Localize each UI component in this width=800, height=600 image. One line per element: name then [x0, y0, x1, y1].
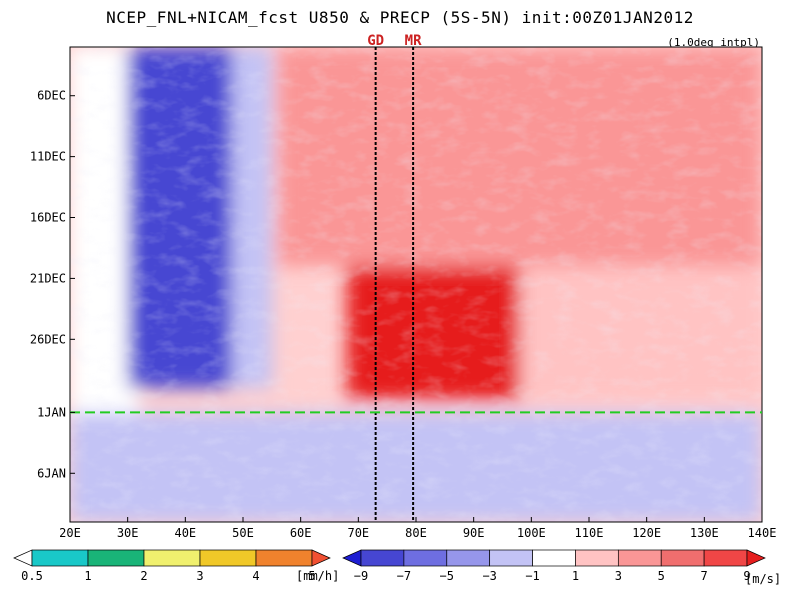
u850-colorbar-seg	[746, 549, 766, 567]
chart-title: NCEP_FNL+NICAM_fcst U850 & PRECP (5S-5N)…	[106, 8, 694, 27]
marker-label-MR: MR	[405, 33, 422, 49]
u850-colorbar-seg	[660, 549, 705, 567]
u850-colorbar-seg	[703, 549, 748, 567]
precip-colorbar-label: 2	[140, 569, 147, 583]
y-tick-label: 6JAN	[37, 466, 66, 480]
x-tick-label: 110E	[575, 526, 604, 540]
u850-colorbar-seg	[532, 549, 576, 567]
x-tick-label: 50E	[232, 526, 254, 540]
y-tick-label: 6DEC	[37, 89, 66, 103]
u850-colorbar-label: 7	[700, 569, 707, 583]
x-tick-label: 100E	[517, 526, 546, 540]
x-tick-label: 60E	[290, 526, 312, 540]
x-tick-label: 130E	[690, 526, 719, 540]
precip-colorbar-label: 5	[308, 569, 315, 583]
u850-colorbar-seg	[489, 549, 533, 567]
precip-colorbar-seg	[199, 549, 257, 567]
u850-colorbar-seg	[403, 549, 448, 567]
u850-colorbar-label: −9	[354, 569, 368, 583]
y-tick-label: 21DEC	[30, 271, 66, 285]
x-tick-label: 40E	[174, 526, 196, 540]
y-tick-label: 16DEC	[30, 211, 66, 225]
precip-colorbar-label: 0.5	[21, 569, 43, 583]
x-tick-label: 120E	[632, 526, 661, 540]
precip-colorbar-seg	[311, 549, 331, 567]
x-tick-label: 70E	[347, 526, 369, 540]
x-tick-label: 140E	[748, 526, 777, 540]
x-tick-label: 90E	[463, 526, 485, 540]
x-tick-label: 80E	[405, 526, 427, 540]
precip-colorbar-label: 1	[84, 569, 91, 583]
u850-colorbar-unit: [m/s]	[745, 572, 781, 586]
marker-label-GD: GD	[367, 33, 384, 49]
u850-colorbar-seg	[360, 549, 405, 567]
u850-colorbar-seg	[342, 549, 362, 567]
precip-colorbar-seg	[143, 549, 201, 567]
u850-colorbar-label: −3	[482, 569, 496, 583]
u850-colorbar-seg	[446, 549, 491, 567]
u850-colorbar-label: −7	[397, 569, 411, 583]
y-tick-label: 1JAN	[37, 405, 66, 419]
u850-colorbar-label: −1	[525, 569, 539, 583]
x-tick-label: 30E	[117, 526, 139, 540]
precip-colorbar-label: 3	[196, 569, 203, 583]
y-tick-label: 11DEC	[30, 150, 66, 164]
u850-colorbar: −9 −7 −5 −3 −1 1 3 5 7 9[m/s]	[342, 549, 781, 586]
u850-colorbar-seg	[575, 549, 619, 567]
precip-colorbar-seg	[31, 549, 89, 567]
precip-colorbar: 0.5 1 2 3 4 5[mm/h]	[13, 549, 339, 583]
u850-colorbar-label: −5	[440, 569, 454, 583]
u850-colorbar-label: 5	[658, 569, 665, 583]
x-tick-label: 20E	[59, 526, 81, 540]
chart-subtitle: (1.0deg intpl)	[667, 36, 760, 49]
precip-colorbar-seg	[255, 549, 313, 567]
precip-colorbar-label: 4	[252, 569, 259, 583]
u850-colorbar-label: 9	[743, 569, 750, 583]
precip-colorbar-seg	[13, 549, 33, 567]
u850-colorbar-seg	[617, 549, 662, 567]
u850-colorbar-label: 3	[615, 569, 622, 583]
precip-colorbar-seg	[87, 549, 145, 567]
precip-colorbar-unit: [mm/h]	[296, 569, 339, 583]
y-tick-label: 26DEC	[30, 332, 66, 346]
u850-colorbar-label: 1	[572, 569, 579, 583]
